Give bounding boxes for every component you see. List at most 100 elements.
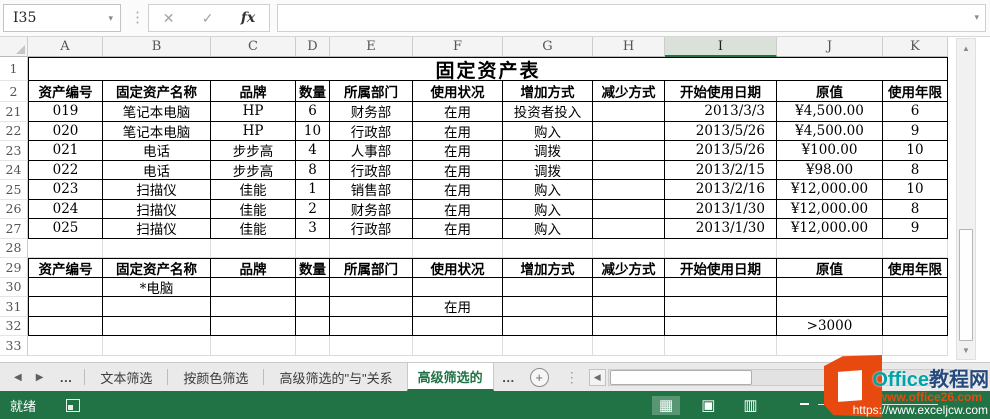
row-number-30[interactable]: 30 <box>0 277 28 297</box>
empty-cell[interactable] <box>103 238 211 258</box>
data-cell[interactable] <box>593 277 665 297</box>
data-cell[interactable]: 8 <box>296 160 330 180</box>
data-cell[interactable] <box>593 121 665 141</box>
empty-cell[interactable] <box>28 238 103 258</box>
column-header-J[interactable]: J <box>777 37 883 57</box>
page-layout-view-icon[interactable]: ▣ <box>701 396 716 414</box>
formula-expand-icon[interactable]: ▾ <box>974 12 979 22</box>
row-number-25[interactable]: 25 <box>0 180 28 200</box>
header-cell[interactable]: 所属部门 <box>330 81 413 102</box>
data-cell[interactable] <box>503 297 593 317</box>
data-cell[interactable] <box>330 277 413 297</box>
data-cell[interactable]: 在用 <box>413 297 503 317</box>
tab-overflow-right-icon[interactable]: … <box>501 369 516 385</box>
data-cell[interactable] <box>413 277 503 297</box>
column-header-G[interactable]: G <box>503 37 593 57</box>
column-header-H[interactable]: H <box>593 37 665 57</box>
data-cell[interactable] <box>593 180 665 200</box>
scroll-down-icon[interactable]: ▼ <box>958 342 974 358</box>
vertical-scrollbar-thumb[interactable] <box>959 229 973 341</box>
vertical-scrollbar[interactable]: ▲ ▼ <box>956 38 976 360</box>
sheet-tab-文本筛选[interactable]: 文本筛选 <box>100 370 153 386</box>
data-cell[interactable]: 6 <box>883 102 948 122</box>
header-cell[interactable]: 使用年限 <box>883 258 948 278</box>
empty-cell[interactable] <box>296 336 330 356</box>
data-cell[interactable]: ¥12,000.00 <box>777 180 883 200</box>
data-cell[interactable]: 2013/1/30 <box>665 199 777 219</box>
data-cell[interactable]: 2013/5/26 <box>665 121 777 141</box>
data-cell[interactable]: 购入 <box>503 199 593 219</box>
data-cell[interactable] <box>503 316 593 336</box>
empty-cell[interactable] <box>103 336 211 356</box>
data-cell[interactable]: 行政部 <box>330 160 413 180</box>
sheet-tab-高级筛选的[interactable]: 高级筛选的 <box>406 363 494 391</box>
empty-cell[interactable] <box>330 336 413 356</box>
data-cell[interactable]: 笔记本电脑 <box>103 102 211 122</box>
header-cell[interactable]: 使用年限 <box>883 81 948 102</box>
row-number-22[interactable]: 22 <box>0 121 28 141</box>
horizontal-scrollbar-thumb[interactable] <box>609 369 752 385</box>
data-cell[interactable]: 2013/5/26 <box>665 141 777 161</box>
data-cell[interactable] <box>883 316 948 336</box>
data-cell[interactable] <box>28 316 103 336</box>
empty-cell[interactable] <box>883 336 948 356</box>
data-cell[interactable]: 9 <box>883 121 948 141</box>
data-cell[interactable]: HP <box>211 121 296 141</box>
column-header-C[interactable]: C <box>211 37 296 57</box>
data-cell[interactable]: 财务部 <box>330 102 413 122</box>
header-cell[interactable]: 开始使用日期 <box>665 258 777 278</box>
data-cell[interactable] <box>211 277 296 297</box>
data-cell[interactable]: 6 <box>296 102 330 122</box>
data-cell[interactable]: 在用 <box>413 102 503 122</box>
empty-cell[interactable] <box>777 238 883 258</box>
data-cell[interactable]: 扫描仪 <box>103 219 211 239</box>
page-break-view-icon[interactable]: ▥ <box>743 396 758 414</box>
data-cell[interactable]: 在用 <box>413 180 503 200</box>
data-cell[interactable] <box>593 160 665 180</box>
data-cell[interactable]: 购入 <box>503 180 593 200</box>
name-box-dropdown-icon[interactable]: ▾ <box>108 14 113 24</box>
empty-cell[interactable] <box>503 336 593 356</box>
insert-function-icon[interactable]: fx <box>240 10 256 26</box>
data-cell[interactable]: 电话 <box>103 141 211 161</box>
column-header-I[interactable]: I <box>665 37 777 57</box>
empty-cell[interactable] <box>413 238 503 258</box>
data-cell[interactable]: 4 <box>296 141 330 161</box>
empty-cell[interactable] <box>211 238 296 258</box>
data-cell[interactable]: 人事部 <box>330 141 413 161</box>
data-cell[interactable]: ¥12,000.00 <box>777 219 883 239</box>
scroll-up-icon[interactable]: ▲ <box>958 40 974 56</box>
data-cell[interactable]: 在用 <box>413 121 503 141</box>
data-cell[interactable]: 019 <box>28 102 103 122</box>
empty-cell[interactable] <box>330 238 413 258</box>
data-cell[interactable]: >3000 <box>777 316 883 336</box>
column-header-A[interactable]: A <box>28 37 103 57</box>
header-cell[interactable]: 开始使用日期 <box>665 81 777 102</box>
data-cell[interactable] <box>103 297 211 317</box>
header-cell[interactable]: 资产编号 <box>28 81 103 102</box>
header-cell[interactable]: 使用状况 <box>413 81 503 102</box>
header-cell[interactable]: 品牌 <box>211 81 296 102</box>
header-cell[interactable]: 减少方式 <box>593 81 665 102</box>
empty-cell[interactable] <box>593 336 665 356</box>
data-cell[interactable]: 销售部 <box>330 180 413 200</box>
data-cell[interactable]: 购入 <box>503 219 593 239</box>
data-cell[interactable]: ¥4,500.00 <box>777 102 883 122</box>
data-cell[interactable]: 024 <box>28 199 103 219</box>
header-cell[interactable]: 所属部门 <box>330 258 413 278</box>
zoom-out-icon[interactable] <box>800 403 809 405</box>
data-cell[interactable]: 佳能 <box>211 180 296 200</box>
data-cell[interactable]: 笔记本电脑 <box>103 121 211 141</box>
formula-input[interactable] <box>277 4 986 32</box>
row-number-1[interactable]: 1 <box>0 57 28 81</box>
header-cell[interactable]: 减少方式 <box>593 258 665 278</box>
data-cell[interactable]: 2013/2/16 <box>665 180 777 200</box>
cancel-icon[interactable]: ✕ <box>162 9 175 26</box>
name-box[interactable]: I35 ▾ <box>3 4 121 32</box>
data-cell[interactable]: 3 <box>296 219 330 239</box>
data-cell[interactable] <box>593 219 665 239</box>
data-cell[interactable]: ¥98.00 <box>777 160 883 180</box>
sheet-tab-按颜色筛选[interactable]: 按颜色筛选 <box>183 370 249 386</box>
data-cell[interactable] <box>330 297 413 317</box>
data-cell[interactable]: 2013/2/15 <box>665 160 777 180</box>
